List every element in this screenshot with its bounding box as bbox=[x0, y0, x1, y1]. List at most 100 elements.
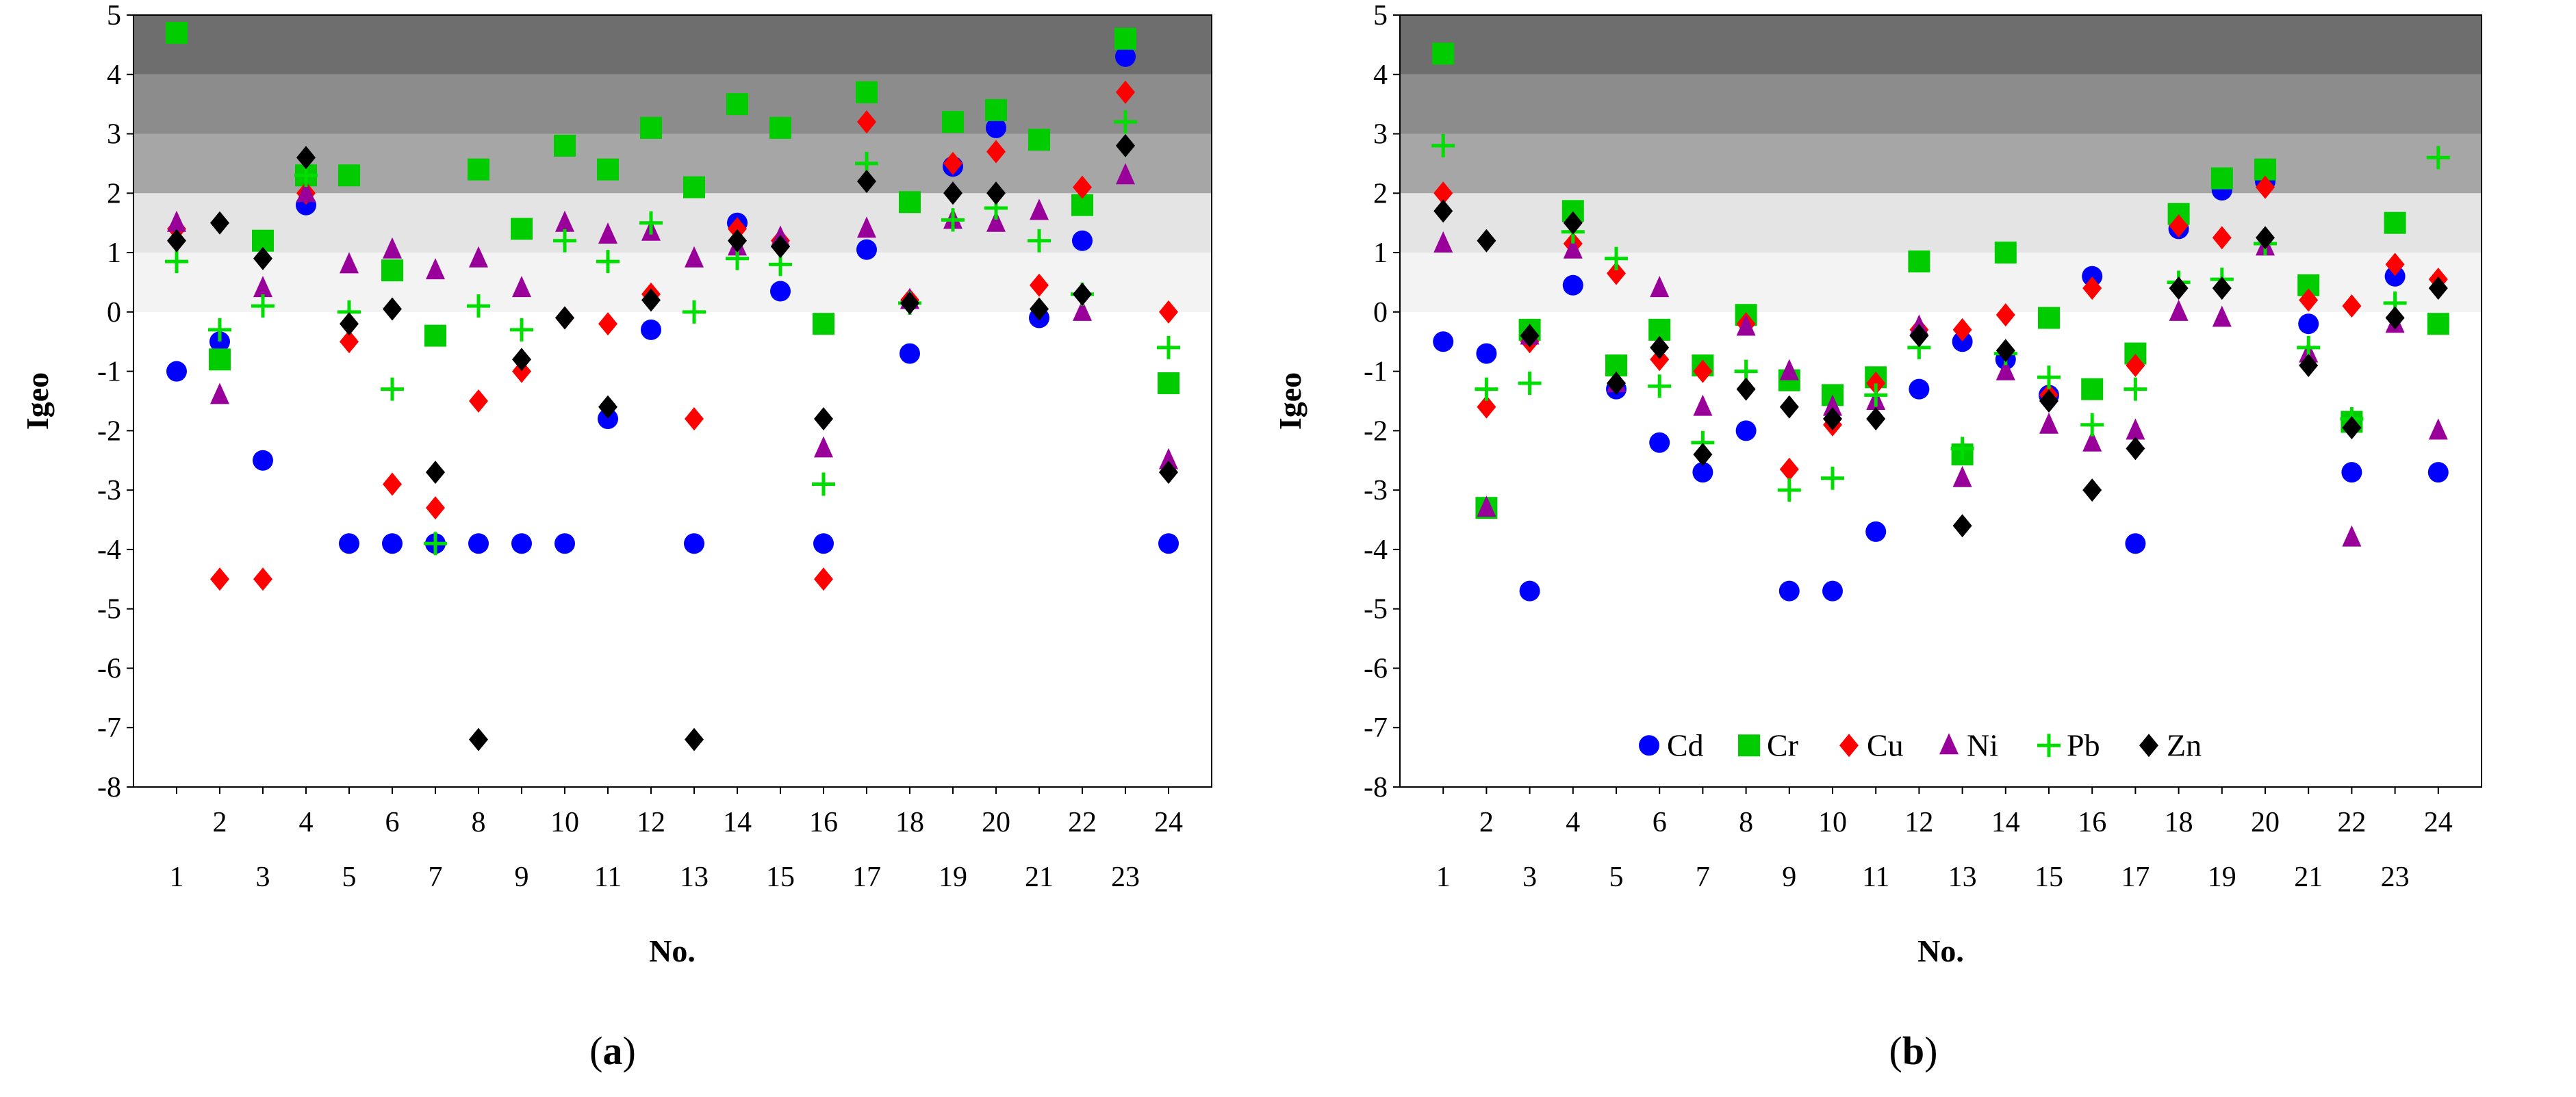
x-tick-label: 11 bbox=[1862, 862, 1889, 893]
data-point-cr bbox=[2081, 378, 2104, 400]
data-point-zn bbox=[1909, 324, 1929, 348]
data-point-cd bbox=[2384, 266, 2406, 287]
data-point-cd bbox=[598, 409, 618, 430]
x-tick-label: 1 bbox=[1436, 862, 1451, 893]
legend-marker-cu bbox=[1839, 734, 1859, 758]
data-point-zn bbox=[2385, 306, 2405, 330]
data-point-ni bbox=[167, 210, 186, 232]
data-point-ni bbox=[1650, 276, 1670, 298]
data-point-ni bbox=[1477, 495, 1496, 517]
x-tick-label: 16 bbox=[809, 807, 838, 838]
y-tick-label: 0 bbox=[1373, 297, 1388, 328]
data-point-ni bbox=[2126, 418, 2145, 440]
data-point-zn bbox=[2256, 226, 2275, 250]
x-tick-label: 9 bbox=[1782, 862, 1796, 893]
data-point-cd bbox=[2341, 462, 2362, 483]
x-tick-label: 24 bbox=[2424, 807, 2453, 838]
data-point-pb bbox=[251, 294, 275, 318]
x-tick-label: 8 bbox=[472, 807, 486, 838]
x-tick-label: 10 bbox=[1818, 807, 1847, 838]
data-point-cd bbox=[166, 361, 187, 382]
y-tick-label: 4 bbox=[107, 60, 121, 91]
data-point-zn bbox=[900, 291, 919, 315]
data-point-ni bbox=[857, 216, 876, 238]
data-point-cd bbox=[382, 533, 403, 554]
data-point-pb bbox=[1114, 110, 1137, 134]
x-tick-label: 11 bbox=[594, 862, 622, 893]
data-point-zn bbox=[1477, 229, 1496, 253]
x-tick-label: 15 bbox=[2035, 862, 2063, 893]
legend-marker-pb bbox=[2037, 734, 2061, 758]
data-point-ni bbox=[555, 210, 574, 232]
y-axis-title: Igeo bbox=[20, 372, 55, 430]
y-tick-label: -8 bbox=[97, 772, 121, 803]
data-point-zn bbox=[814, 407, 833, 431]
igeo-class-band bbox=[133, 253, 1212, 312]
data-point-cd bbox=[1072, 230, 1093, 251]
y-tick-label: -4 bbox=[1364, 534, 1388, 566]
y-tick-label: 1 bbox=[107, 237, 121, 269]
data-point-zn bbox=[426, 461, 445, 485]
x-tick-label: 1 bbox=[170, 862, 184, 893]
x-tick-label: 2 bbox=[1479, 807, 1494, 838]
data-point-pb bbox=[553, 229, 576, 253]
data-point-cd bbox=[1519, 580, 1540, 602]
data-point-cu bbox=[1159, 300, 1178, 324]
data-point-cr bbox=[1114, 27, 1136, 50]
legend-label: Cd bbox=[1667, 727, 1704, 762]
y-axis-title: Igeo bbox=[1273, 372, 1308, 430]
data-point-ni bbox=[2342, 525, 2362, 547]
data-point-cd bbox=[986, 117, 1006, 138]
data-point-cu bbox=[2385, 253, 2405, 276]
data-point-cr bbox=[1994, 242, 2017, 264]
data-point-pb bbox=[1777, 478, 1801, 502]
y-tick-label: -6 bbox=[1364, 653, 1388, 684]
data-point-cd bbox=[554, 533, 575, 554]
x-tick-label: 14 bbox=[1991, 807, 2020, 838]
data-point-pb bbox=[1431, 133, 1455, 157]
data-point-cd bbox=[1158, 533, 1179, 554]
data-point-ni bbox=[383, 237, 402, 259]
x-tick-label: 5 bbox=[1609, 862, 1624, 893]
data-point-cu bbox=[383, 472, 402, 496]
y-tick-label: -7 bbox=[1364, 712, 1388, 744]
data-point-ni bbox=[1159, 448, 1178, 469]
data-point-ni bbox=[1563, 237, 1583, 259]
x-tick-label: 7 bbox=[429, 862, 443, 893]
data-point-zn bbox=[2299, 353, 2319, 377]
y-tick-label: 3 bbox=[1373, 119, 1388, 151]
data-point-ni bbox=[210, 383, 229, 404]
data-point-ni bbox=[685, 246, 704, 268]
legend-marker-cr bbox=[1738, 734, 1760, 757]
data-point-cu bbox=[2169, 214, 2189, 238]
data-point-zn bbox=[1823, 407, 1842, 431]
data-point-zn bbox=[943, 181, 962, 205]
data-point-zn bbox=[1866, 407, 1886, 431]
data-point-ni bbox=[1693, 394, 1713, 416]
data-point-pb bbox=[165, 250, 188, 274]
data-point-pb bbox=[1821, 466, 1844, 490]
data-point-cr bbox=[1158, 372, 1179, 394]
data-point-ni bbox=[1030, 198, 1049, 220]
x-tick-label: 21 bbox=[1025, 862, 1054, 893]
data-point-ni bbox=[1952, 465, 1972, 487]
data-point-cr bbox=[769, 116, 791, 139]
data-point-zn bbox=[383, 297, 402, 321]
data-point-zn bbox=[1520, 324, 1540, 348]
data-point-pb bbox=[2037, 365, 2061, 389]
x-tick-label: 17 bbox=[852, 862, 881, 893]
data-point-cr bbox=[1908, 250, 1930, 273]
data-point-cu bbox=[512, 359, 531, 383]
data-point-zn bbox=[641, 288, 661, 312]
legend-marker-ni bbox=[1939, 733, 1959, 755]
legend-label: Pb bbox=[2067, 727, 2100, 762]
y-tick-label: -3 bbox=[1364, 475, 1388, 506]
y-tick-label: 0 bbox=[107, 297, 121, 328]
x-tick-label: 8 bbox=[1739, 807, 1753, 838]
data-point-cd bbox=[1649, 432, 1670, 453]
data-point-zn bbox=[1433, 199, 1453, 223]
data-point-cr bbox=[683, 176, 705, 198]
data-point-cu bbox=[1433, 181, 1453, 205]
